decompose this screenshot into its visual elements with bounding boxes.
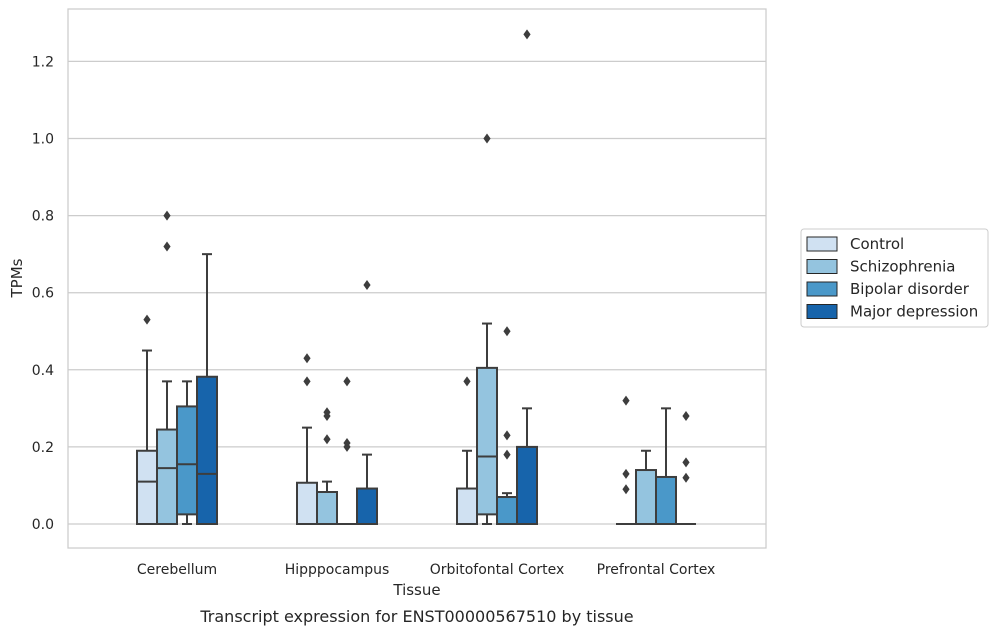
outlier-point (463, 376, 471, 387)
box-major-depression (676, 411, 696, 525)
box-body (196, 375, 218, 526)
y-tick-label: 0.4 (32, 363, 54, 379)
box-body (316, 491, 338, 526)
box-body (635, 469, 657, 525)
outlier-point (622, 468, 630, 479)
box-schizophrenia (156, 210, 178, 525)
legend-label: Bipolar disorder (850, 280, 970, 298)
box-body (176, 405, 198, 516)
outlier-point (343, 438, 351, 449)
box-body (356, 487, 378, 525)
box-control (136, 314, 158, 526)
outlier-point (622, 484, 630, 495)
legend-swatch (806, 236, 838, 252)
x-tick-label: Cerebellum (137, 562, 217, 578)
outlier-point (163, 241, 171, 252)
y-tick-label: 1.0 (32, 132, 54, 148)
box-bipolar-disorder (496, 326, 518, 526)
legend-swatch (806, 304, 838, 319)
outlier-point (303, 353, 311, 364)
outlier-point (143, 314, 151, 325)
legend-label: Schizophrenia (850, 258, 955, 276)
outlier-point (622, 395, 630, 406)
box-groups (136, 29, 696, 526)
y-tick-labels: 0.0 0.2 0.4 0.6 0.8 1.0 1.2 (32, 54, 54, 533)
plot-frame (67, 8, 767, 549)
x-axis-label: Tissue (392, 581, 440, 599)
box-control (456, 376, 478, 525)
box-major-depression (516, 29, 538, 525)
y-axis-label: TPMs (8, 258, 26, 298)
chart-caption: Transcript expression for ENST0000056751… (199, 607, 633, 626)
box-bipolar-disorder (655, 407, 677, 525)
legend-label: Control (850, 235, 904, 253)
legend-swatch (806, 259, 838, 274)
y-tick-label: 0.0 (32, 517, 54, 533)
box-bipolar-disorder (176, 380, 198, 525)
outlier-point (523, 29, 531, 40)
box-major-depression (196, 253, 218, 526)
box-body (496, 496, 518, 526)
outlier-point (303, 376, 311, 387)
box-control (616, 395, 636, 525)
outlier-point (363, 279, 371, 290)
outlier-point (503, 449, 511, 460)
outlier-point (503, 326, 511, 337)
outlier-point (483, 133, 491, 144)
box-body (456, 487, 478, 525)
box-control (296, 353, 318, 525)
outlier-point (682, 457, 690, 468)
legend-frame (800, 228, 989, 328)
box-body (516, 445, 538, 525)
x-tick-label: Orbitofontal Cortex (430, 562, 565, 578)
box-bipolar-disorder (337, 376, 357, 525)
y-tick-label: 0.2 (32, 440, 54, 456)
box-major-depression (356, 279, 378, 525)
y-tick-label: 0.6 (32, 286, 54, 302)
box-schizophrenia (316, 407, 338, 526)
outlier-point (323, 407, 331, 418)
outlier-point (343, 376, 351, 387)
outlier-point (503, 430, 511, 441)
y-tick-label: 0.8 (32, 209, 54, 225)
box-schizophrenia (476, 133, 498, 525)
box-body (476, 366, 498, 516)
outlier-point (682, 472, 690, 483)
legend-swatch (806, 281, 838, 297)
box-body (156, 428, 178, 525)
x-tick-labels: Cerebellum Hipppocampus Orbitofontal Corte… (137, 562, 715, 578)
x-tick-label: Hipppocampus (285, 562, 390, 578)
outlier-point (323, 434, 331, 445)
outlier-point (163, 210, 171, 221)
legend: Control Schizophrenia Bipolar disorder Majo… (800, 228, 989, 328)
box-body (136, 449, 158, 526)
outlier-point (682, 411, 690, 422)
legend-label: Major depression (850, 303, 978, 321)
box-schizophrenia (635, 449, 657, 525)
x-tick-label: Prefrontal Cortex (597, 562, 716, 578)
box-body (655, 475, 677, 525)
y-tick-label: 1.2 (32, 54, 54, 70)
box-body (296, 481, 318, 525)
